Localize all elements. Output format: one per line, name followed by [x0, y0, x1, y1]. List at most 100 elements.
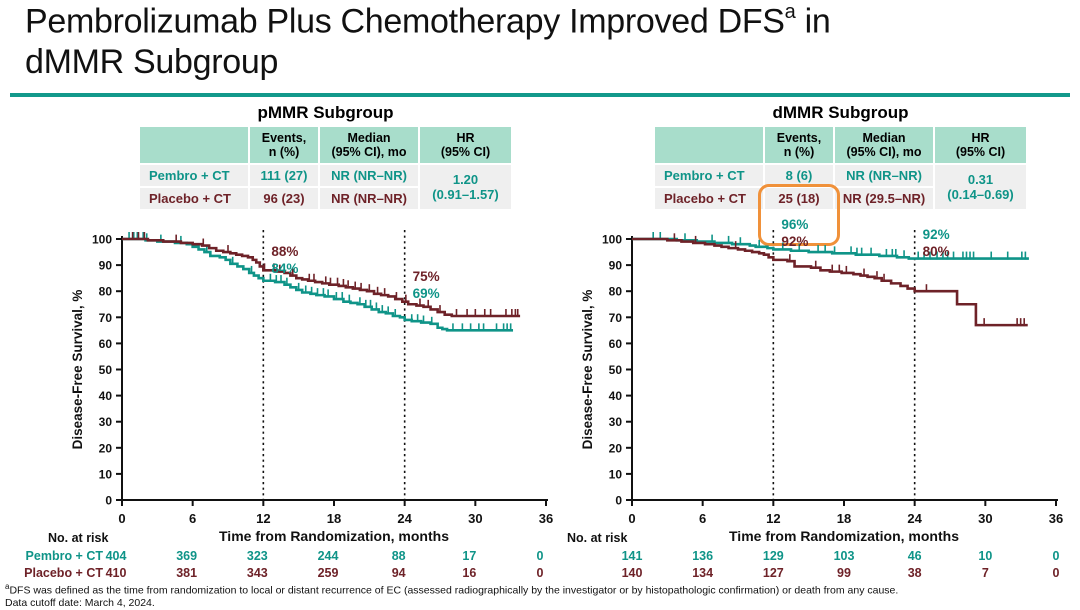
- x-tick-label: 18: [327, 511, 341, 526]
- y-tick-label: 50: [99, 363, 113, 377]
- y-tick-label: 70: [609, 311, 623, 325]
- title-superscript: a: [784, 1, 796, 23]
- km-curve-pembro-ct: [632, 237, 1029, 260]
- risk-count: 369: [176, 549, 197, 563]
- dmmr-row-placebo-median: NR (29.5–NR): [835, 188, 933, 209]
- y-tick-label: 0: [105, 494, 112, 508]
- x-tick-label: 24: [397, 511, 412, 526]
- no-at-risk-label: No. at risk: [48, 531, 108, 545]
- risk-count: 88: [392, 549, 406, 563]
- x-tick-label: 6: [189, 511, 196, 526]
- km-curve-placebo-ct: [632, 237, 1028, 327]
- no-at-risk-label: No. at risk: [567, 531, 627, 545]
- x-tick-label: 0: [118, 511, 125, 526]
- risk-count: 38: [908, 566, 922, 580]
- dmmr-header-blank: [655, 127, 763, 163]
- pmmr-row-placebo-events: 96 (23): [250, 188, 318, 209]
- axes: [121, 236, 548, 501]
- dmmr-row-placebo-events: 25 (18): [765, 188, 833, 209]
- landmark-label: 96%: [781, 217, 808, 232]
- risk-count: 99: [837, 566, 851, 580]
- dmmr-summary-table: Events, n (%) Median (95% CI), mo HR (95…: [655, 127, 1026, 246]
- y-axis-title: Disease-Free Survival, %: [580, 290, 595, 450]
- risk-count: 0: [537, 566, 544, 580]
- risk-count: 404: [106, 549, 127, 563]
- x-tick-label: 24: [907, 511, 922, 526]
- risk-count: 16: [462, 566, 476, 580]
- axes: [631, 236, 1058, 501]
- dmmr-header-hr: HR (95% CI): [935, 127, 1026, 163]
- risk-count: 381: [176, 566, 197, 580]
- y-tick-label: 60: [99, 337, 113, 351]
- x-tick-label: 30: [978, 511, 992, 526]
- y-tick-label: 20: [99, 441, 113, 455]
- dmmr-row-placebo-label: Placebo + CT: [655, 188, 763, 209]
- risk-count: 17: [462, 549, 476, 563]
- y-tick-label: 100: [92, 233, 112, 247]
- risk-count: 46: [908, 549, 922, 563]
- pmmr-header-median: Median (95% CI), mo: [320, 127, 418, 163]
- risk-count: 323: [247, 549, 268, 563]
- dmmr-row-pembro-events: 8 (6): [765, 165, 833, 186]
- risk-row-name: Pembro + CT: [26, 549, 104, 563]
- y-tick-label: 40: [99, 389, 113, 403]
- pmmr-summary-table: Events, n (%) Median (95% CI), mo HR (95…: [140, 127, 511, 209]
- y-tick-label: 20: [609, 441, 623, 455]
- risk-count: 129: [763, 549, 784, 563]
- footnote-line1: aDFS was defined as the time from random…: [5, 582, 899, 597]
- pmmr-subtitle: pMMR Subgroup: [257, 103, 394, 122]
- pmmr-row-placebo-median: NR (NR–NR): [320, 188, 418, 209]
- risk-count: 343: [247, 566, 268, 580]
- x-tick-label: 12: [256, 511, 270, 526]
- x-axis-title: Time from Randomization, months: [219, 528, 449, 544]
- footnote: aDFS was defined as the time from random…: [5, 581, 898, 610]
- pmmr-row-pembro-median: NR (NR–NR): [320, 165, 418, 186]
- dmmr-row-pembro-median: NR (NR–NR): [835, 165, 933, 186]
- pmmr-row-pembro-label: Pembro + CT: [140, 165, 248, 186]
- title-underline: [10, 93, 1070, 97]
- landmark-label: 92%: [923, 227, 950, 242]
- landmark-label: 88%: [271, 244, 298, 259]
- x-tick-label: 30: [468, 511, 482, 526]
- risk-count: 141: [622, 549, 643, 563]
- x-axis-title: Time from Randomization, months: [729, 528, 959, 544]
- y-tick-label: 70: [99, 311, 113, 325]
- landmark-label: 92%: [781, 234, 808, 249]
- risk-count: 136: [692, 549, 713, 563]
- dmmr-header-median: Median (95% CI), mo: [835, 127, 933, 163]
- risk-count: 134: [692, 566, 713, 580]
- y-tick-label: 90: [99, 259, 113, 273]
- y-tick-label: 10: [99, 467, 113, 481]
- page-title: Pembrolizumab Plus Chemotherapy Improved…: [25, 0, 831, 83]
- y-tick-label: 50: [609, 363, 623, 377]
- risk-count: 140: [622, 566, 643, 580]
- y-tick-label: 0: [615, 494, 622, 508]
- risk-count: 0: [1053, 566, 1060, 580]
- x-tick-label: 6: [699, 511, 706, 526]
- pmmr-hr-cell: 1.20 (0.91–1.57): [420, 165, 511, 209]
- x-tick-label: 36: [539, 511, 553, 526]
- dmmr-panel: dMMR Subgroup Events, n (%) Median (95% …: [655, 103, 1026, 246]
- pmmr-header-blank: [140, 127, 248, 163]
- risk-count: 0: [537, 549, 544, 563]
- risk-count: 103: [834, 549, 855, 563]
- y-tick-label: 40: [609, 389, 623, 403]
- footnote-line2: Data cutoff date: March 4, 2024.: [5, 597, 155, 609]
- y-tick-label: 30: [609, 415, 623, 429]
- landmark-label: 75%: [413, 269, 440, 284]
- y-tick-label: 90: [609, 259, 623, 273]
- pmmr-header-events: Events, n (%): [250, 127, 318, 163]
- y-tick-label: 30: [99, 415, 113, 429]
- y-tick-label: 80: [99, 285, 113, 299]
- landmark-label: 80%: [923, 244, 950, 259]
- dmmr-header-events: Events, n (%): [765, 127, 833, 163]
- landmark-label: 84%: [271, 261, 298, 276]
- x-tick-label: 0: [628, 511, 635, 526]
- risk-count: 244: [318, 549, 339, 563]
- pmmr-row-pembro-events: 111 (27): [250, 165, 318, 186]
- risk-count: 0: [1053, 549, 1060, 563]
- dmmr-hr-cell: 0.31 (0.14–0.69): [935, 165, 1026, 209]
- risk-count: 259: [318, 566, 339, 580]
